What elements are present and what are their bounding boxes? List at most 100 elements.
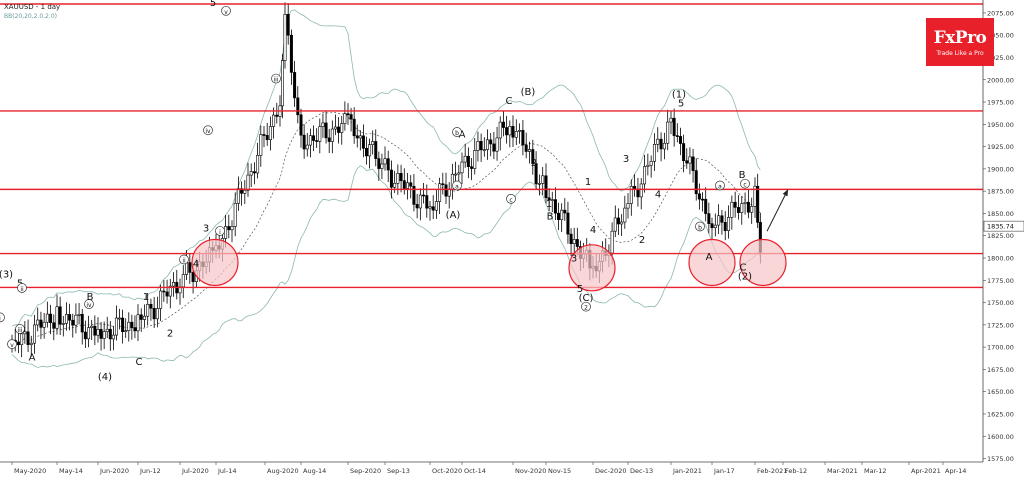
wave-label: ii <box>182 257 186 264</box>
wave-label: a <box>455 183 459 190</box>
candle-body <box>340 123 344 133</box>
wave-label: B <box>739 170 746 181</box>
wave-label-ring <box>695 221 705 232</box>
candle-body <box>188 262 192 273</box>
candle-body <box>49 313 53 324</box>
candle-body <box>230 226 234 231</box>
candle-body <box>553 199 557 214</box>
candle-body <box>64 314 68 324</box>
candle-body <box>374 141 378 159</box>
candle-body <box>626 203 630 209</box>
candle-body <box>330 128 334 142</box>
wave-label: i <box>219 229 221 236</box>
candle-body <box>262 134 266 136</box>
y-tick-label: 1925.00 <box>987 143 1014 151</box>
candle-body <box>191 272 195 283</box>
candle-body <box>346 113 350 115</box>
candle-body <box>511 126 515 138</box>
candle-body <box>58 306 62 325</box>
candle-body <box>256 155 260 174</box>
candle-body <box>557 212 561 220</box>
candle-body <box>694 170 698 195</box>
candle-body <box>669 117 673 123</box>
candle-body <box>243 189 247 194</box>
candle-body <box>302 134 306 150</box>
symbol-label: XAUUSD - 1 day <box>4 3 61 11</box>
candle-body <box>293 72 297 99</box>
forecast-arrow-line <box>766 189 789 232</box>
wave-label: iii <box>273 77 278 84</box>
wave-label-ring <box>452 180 462 191</box>
candle-body <box>646 164 650 167</box>
wave-label-ring <box>179 254 189 265</box>
x-tick-label: Jul-14 <box>217 467 236 475</box>
wave-label-ring <box>15 324 25 334</box>
candle-body <box>639 183 643 198</box>
wave-label-ring <box>271 73 281 84</box>
candle-body <box>460 161 464 174</box>
candle-body <box>476 141 480 151</box>
x-tick-label: May-2020 <box>14 467 46 475</box>
candle-body <box>566 212 570 235</box>
candle-body <box>666 121 670 144</box>
candle-body <box>318 126 322 142</box>
candle-body <box>485 139 489 150</box>
candle-body <box>380 163 384 169</box>
candle-body <box>172 281 176 287</box>
wave-label-ring <box>740 178 750 189</box>
candle-body <box>111 334 115 340</box>
wave-label: B <box>87 292 94 303</box>
candle-body <box>524 144 528 152</box>
candle-body <box>418 194 422 209</box>
candle-body <box>470 166 474 169</box>
y-tick-label: 1900.00 <box>987 165 1014 173</box>
candle-body <box>438 183 442 202</box>
wave-label: ii <box>20 286 24 293</box>
candle-body <box>713 224 717 229</box>
candle-body <box>428 206 432 209</box>
x-tick-label: Feb-2021 <box>757 467 787 475</box>
candle-body <box>672 117 676 136</box>
candle-body <box>386 158 390 171</box>
wave-label: (B) <box>521 87 536 98</box>
x-tick-label: Mar-12 <box>864 467 886 475</box>
candle-body <box>108 328 112 340</box>
candle-body <box>165 291 169 297</box>
wave-label: (3) <box>0 270 13 281</box>
candle-body <box>364 147 368 157</box>
candle-body <box>130 321 134 328</box>
candle-body <box>457 172 461 175</box>
candle-body <box>463 155 467 163</box>
candle-body <box>659 138 663 150</box>
candle-body <box>149 303 153 309</box>
candle-body <box>727 217 731 231</box>
candle-body <box>688 156 692 164</box>
chart-title: XAUUSD - 1 day BB(20,20,2.0,2.0) <box>4 2 60 22</box>
candle-body <box>409 182 413 187</box>
candle-body <box>572 239 576 244</box>
candle-body <box>454 173 458 176</box>
fxpro-logo: FxPro Trade Like a Pro <box>926 18 994 66</box>
candle-body <box>616 217 620 225</box>
candle-body <box>473 150 477 169</box>
candle-body <box>105 328 109 332</box>
candle-body <box>74 314 78 326</box>
candle-body <box>613 217 617 232</box>
y-tick-label: 1650.00 <box>987 388 1014 396</box>
y-tick-label: 2050.00 <box>987 32 1014 40</box>
x-tick-label: Nov-2020 <box>515 467 546 475</box>
candle-body <box>434 201 438 211</box>
wave-label: C <box>136 357 143 368</box>
candle-body <box>368 144 372 157</box>
candle-body <box>736 207 740 213</box>
candle-body <box>482 149 486 151</box>
wave-label-ring <box>452 127 462 137</box>
candle-body <box>240 188 244 194</box>
candle-body <box>541 175 545 184</box>
candle-body <box>492 143 496 152</box>
candle-body <box>23 331 27 335</box>
candle-body <box>652 144 656 162</box>
candle-body <box>662 142 666 150</box>
wave-label: 1 <box>143 292 149 303</box>
wave-label: 2 <box>584 305 588 312</box>
